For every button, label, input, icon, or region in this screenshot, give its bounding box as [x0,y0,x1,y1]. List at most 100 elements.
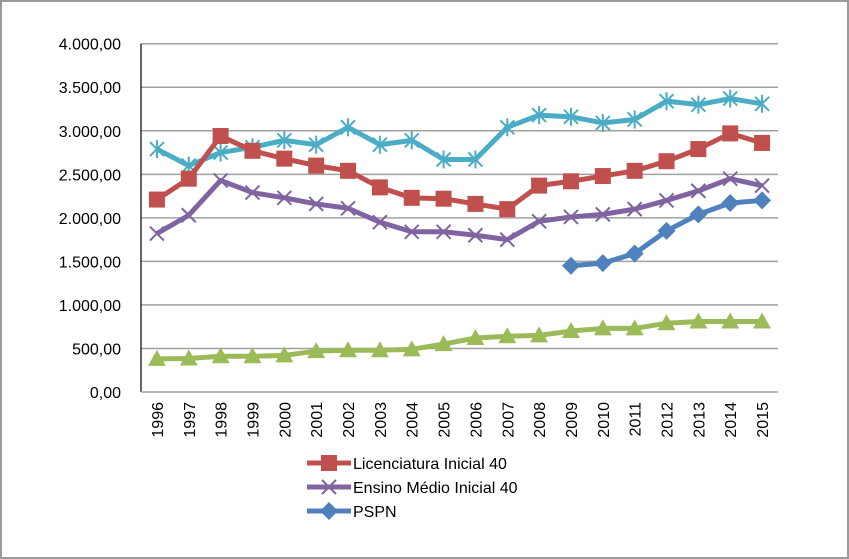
series-licenciatura-inicial-40 [148,125,771,218]
x-stroke [340,200,356,216]
x-tick-label: 2001 [309,402,326,438]
x-stroke [212,172,229,189]
x-tick-label: 2000 [277,402,294,438]
square-marker [371,179,388,196]
y-tick-label: 500,00 [72,341,121,358]
square-marker [180,170,197,187]
x-stroke [658,192,675,209]
y-tick-label: 2.500,00 [59,167,121,184]
square-marker [467,195,484,212]
x-tick-label: 2014 [723,402,740,438]
square-marker [340,162,357,179]
legend: Licenciatura Inicial 40 Ensino Médio Inic… [307,455,518,521]
triangle-marker [402,340,421,357]
asterisk-marker [212,143,229,162]
series-group [147,89,772,366]
x-tick-label: 2013 [691,402,708,438]
triangle-marker [625,319,644,336]
x-marker [212,172,229,189]
x-tick-label: 2005 [437,402,454,438]
x-marker [690,183,707,199]
legend-label: Ensino Médio Inicial 40 [353,480,518,497]
x-stroke [626,201,643,217]
series-triangle-series [147,312,772,366]
triangle-marker [657,314,676,331]
diamond-marker [320,502,338,520]
triangle-marker [689,312,708,329]
x-tick-label: 2010 [596,402,613,438]
y-tick-label: 1.000,00 [59,298,121,315]
asterisk-marker [404,131,420,150]
legend-item: Ensino Médio Inicial 40 [307,479,518,497]
x-marker [658,192,675,209]
asterisk-marker [754,94,770,113]
asterisk-marker [308,135,324,154]
x-tick-label: 2002 [341,402,358,438]
x-stroke [372,214,388,230]
x-stroke [690,183,707,199]
x-marker [321,479,337,495]
triangle-marker [593,319,612,336]
y-axis-ticks: 0,00 500,00 1.000,00 1.500,00 2.000,00 2.500,… [59,37,121,402]
asterisk-marker [690,95,707,114]
triangle-marker [243,347,262,364]
x-tick-label: 2003 [373,402,390,438]
square-marker [754,134,771,151]
y-tick-label: 4.000,00 [59,37,121,54]
x-stroke [321,479,337,495]
square-marker [722,125,739,142]
triangle-marker [147,349,166,366]
x-stroke [435,224,452,240]
triangle-marker [561,322,580,339]
x-stroke [149,225,165,242]
x-tick-label: 2004 [405,402,422,438]
x-stroke [276,190,293,206]
x-tick-label: 2011 [628,402,645,437]
x-tick-label: 1999 [245,402,262,438]
y-tick-label: 3.500,00 [59,80,121,97]
square-marker [244,142,261,159]
axes [140,43,778,393]
square-marker [212,127,229,144]
asterisk-marker [435,150,452,169]
y-tick-label: 0,00 [90,385,121,402]
x-stroke [244,184,261,201]
triangle-marker [307,342,326,359]
diamond-marker [689,205,708,224]
series-asterisk-series [149,89,770,175]
square-marker [531,177,548,194]
x-marker [340,200,356,216]
triangle-marker [498,327,517,344]
diamond-marker [721,194,740,213]
x-marker [499,231,515,248]
square-marker [148,191,165,208]
asterisk-marker [722,89,738,108]
x-tick-label: 2006 [468,402,485,438]
y-tick-label: 2.000,00 [59,211,121,228]
triangle-marker [275,346,294,363]
legend-label: Licenciatura Inicial 40 [353,456,507,473]
triangle-marker [466,329,485,346]
series-pspn [561,191,772,275]
triangle-marker [721,312,740,329]
x-marker [404,224,420,240]
diamond-marker [593,254,612,273]
x-marker [595,206,611,223]
x-tick-label: 1998 [214,402,231,438]
x-marker [435,224,452,240]
diamond-marker [625,244,644,263]
square-marker [403,189,420,206]
x-marker [626,201,643,217]
triangle-marker [339,341,358,358]
x-tick-label: 2015 [755,402,772,438]
asterisk-marker [658,92,675,111]
asterisk-marker [340,118,356,137]
x-stroke [531,213,547,230]
x-tick-label: 1997 [182,402,199,438]
triangle-marker [530,326,549,343]
triangle-marker [753,312,772,329]
x-marker [531,213,547,230]
asterisk-marker [563,107,579,126]
triangle-marker [211,347,230,364]
square-marker [435,190,452,207]
